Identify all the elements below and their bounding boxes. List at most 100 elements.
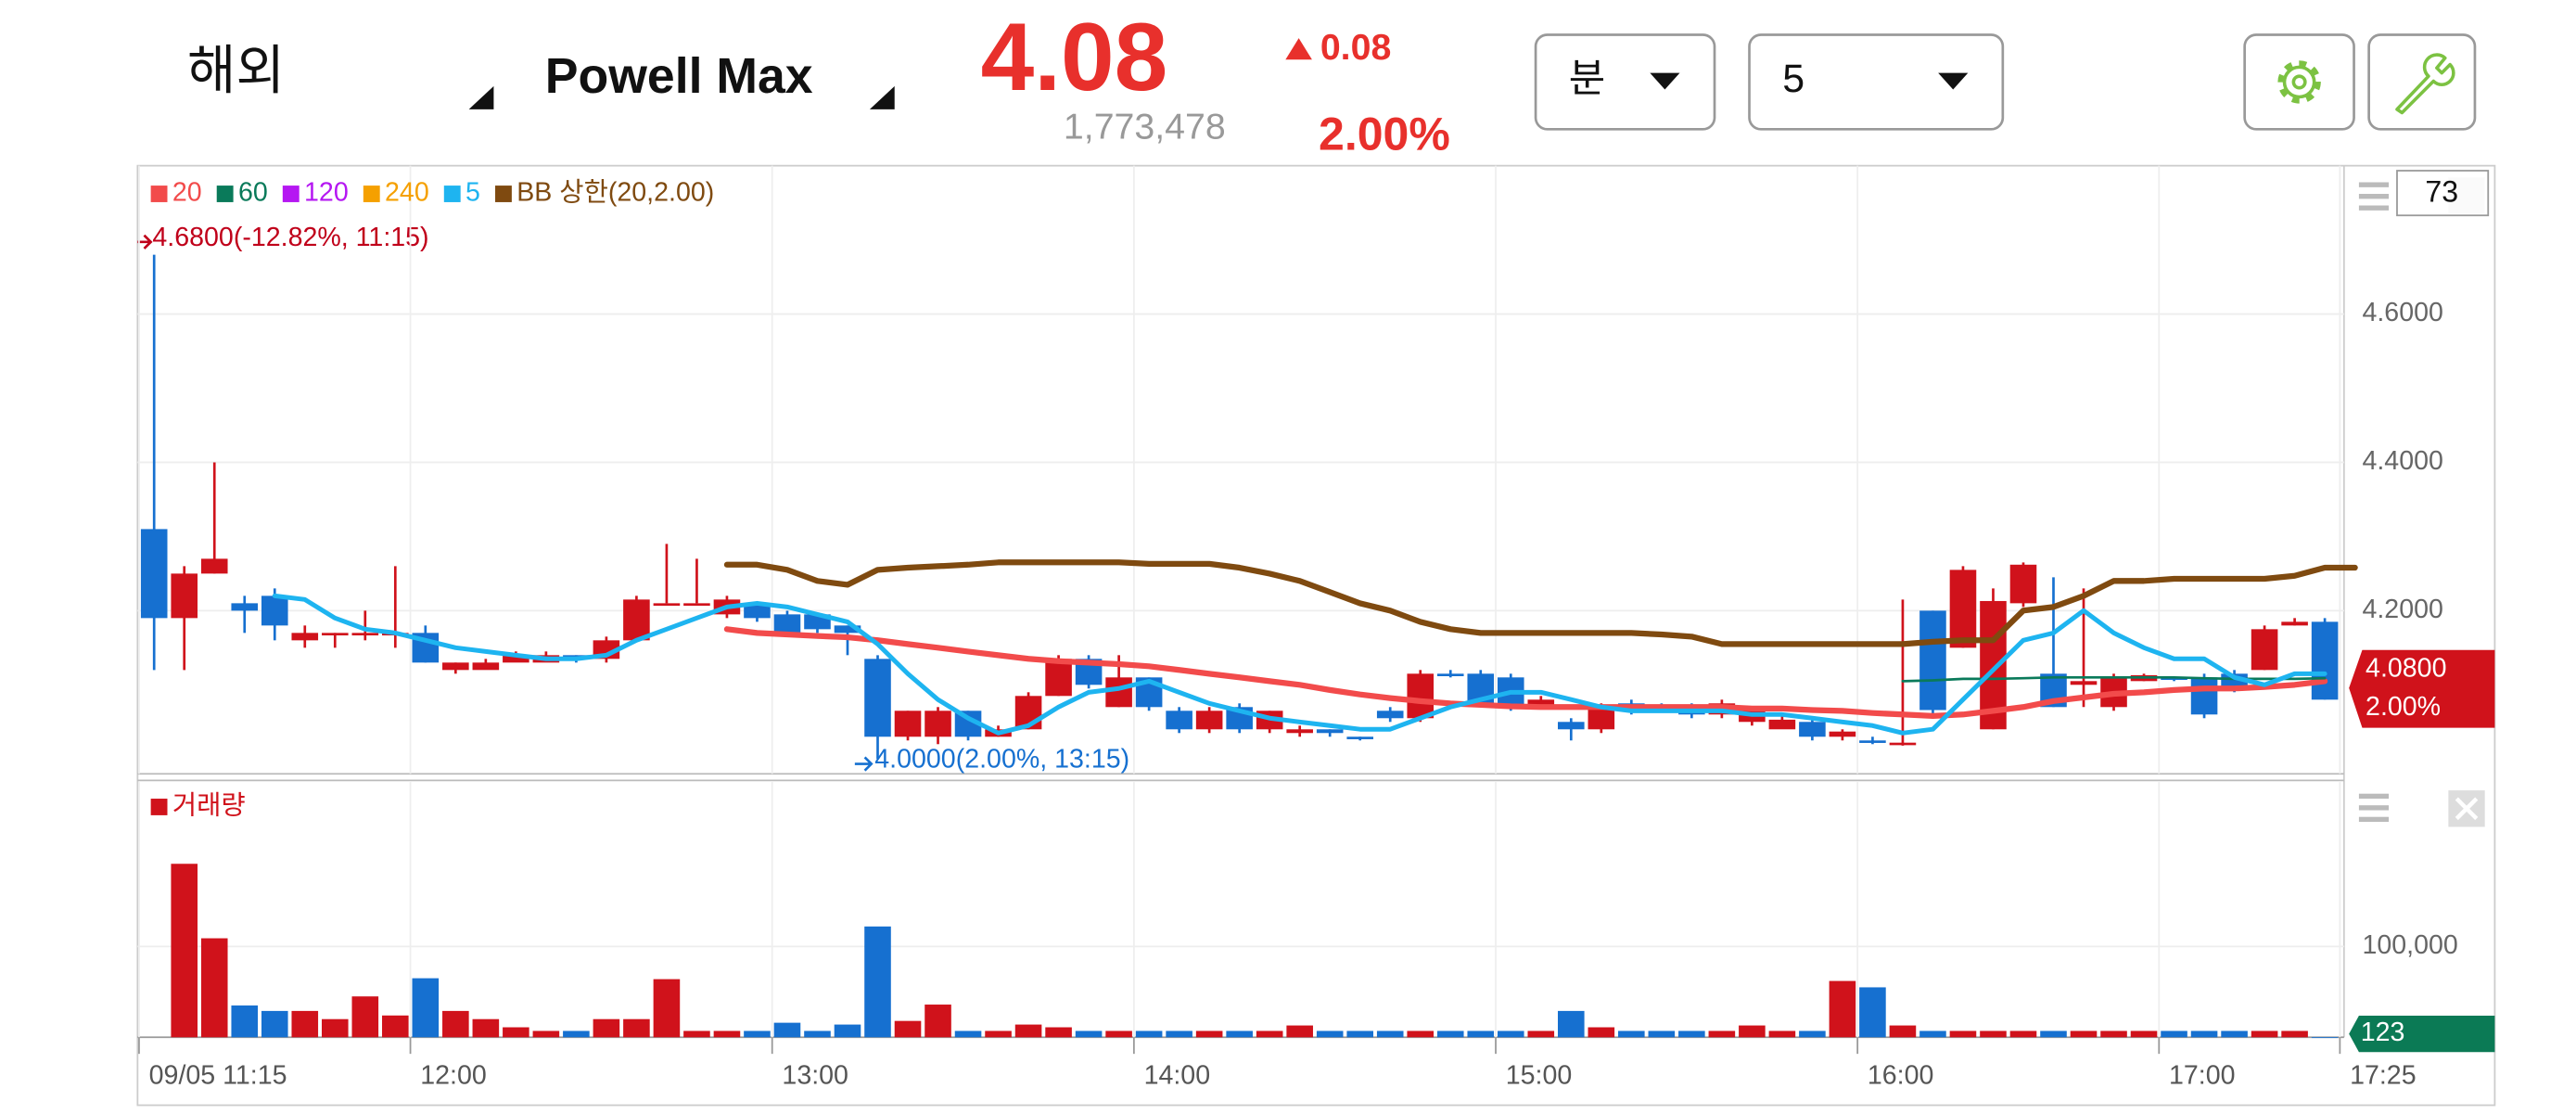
volume-bar xyxy=(1919,1031,1946,1038)
volume-bar xyxy=(200,938,228,1038)
candle-body xyxy=(231,603,259,611)
wrench-icon xyxy=(2395,53,2455,115)
legend-label: BB 상한(20,2.00) xyxy=(516,178,714,208)
menu-bar xyxy=(2358,194,2390,199)
volume-bar xyxy=(321,1018,349,1038)
legend-label: 5 xyxy=(465,178,480,208)
candle-body xyxy=(1588,707,1615,730)
volume-bar xyxy=(1618,1031,1645,1038)
market[interactable]: 해외 xyxy=(187,41,285,100)
menu-bar xyxy=(2358,205,2390,211)
gear-teeth xyxy=(2277,60,2321,104)
candle-body xyxy=(1558,722,1585,730)
indicator-line xyxy=(723,626,2328,720)
volume-bar xyxy=(2161,1031,2187,1038)
gear-hub xyxy=(2291,74,2307,90)
volume-bar xyxy=(985,1031,1012,1038)
legend-label: 120 xyxy=(304,178,349,208)
volume-bar xyxy=(1135,1031,1163,1038)
volume-bar xyxy=(2251,1031,2278,1038)
legend-swatch xyxy=(150,799,168,815)
plot xyxy=(140,254,2358,1039)
volume-bar xyxy=(773,1022,801,1038)
legend-swatch xyxy=(282,186,300,202)
volume-bar xyxy=(1045,1027,1072,1038)
volume-bar xyxy=(1075,1031,1103,1038)
x-tick-label: 09/05 11:15 xyxy=(149,1061,287,1091)
x-tick-label: 17:00 xyxy=(2169,1061,2236,1091)
candle-body xyxy=(1799,722,1826,737)
legend-label: 20 xyxy=(172,178,202,208)
volume-bar xyxy=(1014,1024,1042,1038)
volume-bar xyxy=(1105,1031,1132,1038)
visible-count: 73 xyxy=(2425,175,2458,209)
candle-body xyxy=(2190,677,2218,715)
menu-bar xyxy=(2358,182,2390,187)
volume-bar xyxy=(623,1018,650,1038)
x-tick-label: 15:00 xyxy=(1506,1061,1573,1091)
legend-swatch xyxy=(495,186,512,202)
dropdown-box[interactable] xyxy=(1534,33,1716,131)
button-box[interactable] xyxy=(2243,33,2355,131)
volume-bar xyxy=(2070,1031,2098,1038)
volume-bar xyxy=(351,996,379,1038)
volume-bar xyxy=(2190,1031,2218,1038)
candle-body xyxy=(1105,677,1132,708)
legend-swatch xyxy=(150,186,168,202)
volume-bar xyxy=(563,1031,590,1038)
indicator-line xyxy=(1901,675,2327,683)
volume-bar xyxy=(1346,1031,1373,1038)
unit-dropdown[interactable]: 분 xyxy=(1534,33,1716,131)
candle-body xyxy=(321,633,349,636)
volume-bar xyxy=(1226,1031,1253,1038)
candle-body xyxy=(1436,673,1464,676)
candle-body xyxy=(1829,731,1856,737)
candle-body xyxy=(2251,629,2278,671)
volume-tag-label: 123 xyxy=(2361,1018,2405,1047)
change: 0.08 xyxy=(1320,27,1391,68)
menu-icon[interactable] xyxy=(2358,182,2390,211)
symbol[interactable]: Powell Max xyxy=(545,48,813,104)
low-annotation: 4.0000(2.00%, 13:15) xyxy=(874,745,1129,775)
volume-bar xyxy=(412,978,440,1038)
candle-body xyxy=(653,603,681,607)
volume-title: 거래량 xyxy=(172,791,246,821)
legend-swatch xyxy=(443,186,461,202)
volume-bar xyxy=(1497,1031,1524,1038)
candle-body xyxy=(351,633,379,636)
volume-bar xyxy=(261,1010,288,1038)
price-tag xyxy=(2349,649,2495,728)
menu-bar xyxy=(2358,805,2390,811)
dropdown-text[interactable]: 5 xyxy=(1782,57,1804,101)
settings-button[interactable] xyxy=(2243,33,2355,131)
menu-icon[interactable] xyxy=(2358,793,2390,823)
volume-bar xyxy=(382,1015,409,1038)
volume-bar xyxy=(1739,1025,1766,1038)
dropdown-text[interactable]: 분 xyxy=(1569,57,1605,101)
dropdown-box[interactable] xyxy=(1748,33,2005,131)
candle-body xyxy=(1045,659,1072,697)
candle-body xyxy=(834,625,861,634)
volume-bar xyxy=(925,1005,951,1038)
volume-tag xyxy=(2349,1015,2495,1053)
candle-body xyxy=(744,603,771,619)
candle-body xyxy=(140,529,168,619)
candle-body xyxy=(623,599,650,641)
candle-body xyxy=(2311,621,2339,700)
symbol-dropdown-corner xyxy=(869,85,895,109)
price-tag-change: 2.00% xyxy=(2366,692,2441,722)
interval-dropdown[interactable]: 5 xyxy=(1748,33,2005,131)
volume-bar xyxy=(1768,1031,1796,1038)
volume-bar xyxy=(1436,1031,1464,1038)
volume-bar xyxy=(291,1010,319,1038)
y-tick-label: 4.2000 xyxy=(2362,595,2442,624)
candle-body xyxy=(1768,719,1796,730)
price-tag-label: 4.0800 xyxy=(2366,654,2446,684)
candle-body xyxy=(442,662,469,671)
candle-body xyxy=(1376,711,1404,719)
x-tick-label: 12:00 xyxy=(420,1061,487,1091)
tools-button[interactable] xyxy=(2367,33,2477,131)
price: 4.08 xyxy=(981,3,1168,110)
volume-bar xyxy=(1467,1031,1495,1038)
